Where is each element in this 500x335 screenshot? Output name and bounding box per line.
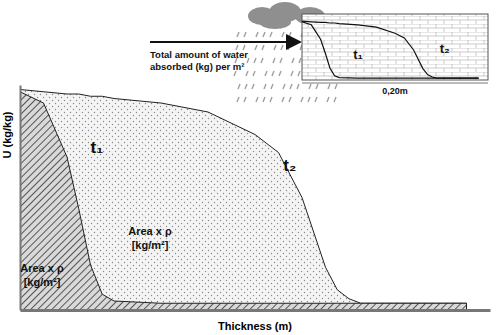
raindrop <box>316 84 318 89</box>
raindrop <box>282 97 284 102</box>
raindrop <box>254 58 256 63</box>
raindrop <box>281 45 283 50</box>
area-1 <box>20 92 467 310</box>
raindrop <box>308 97 310 102</box>
inset-caption: Total amount of waterabsorbed (kg) per m… <box>150 49 248 72</box>
inset-width-label: 0,20m <box>382 86 408 96</box>
area-label-line: Area x ρ <box>20 262 64 274</box>
raindrop <box>301 97 303 102</box>
raindrop <box>288 45 290 50</box>
raindrop <box>309 84 311 89</box>
inset-line-1 <box>302 22 479 78</box>
series-label: t₁ <box>91 138 104 157</box>
inset-caption-line: absorbed (kg) per m² <box>150 61 245 72</box>
raindrop <box>292 58 294 63</box>
raindrop <box>283 84 285 89</box>
area-label: Area x ρ [kg/m²] <box>20 262 64 288</box>
raindrop <box>328 84 330 89</box>
raindrop <box>263 32 265 37</box>
raindrop <box>244 32 246 37</box>
x-axis <box>21 310 491 311</box>
inset-plot <box>302 21 479 78</box>
raindrop <box>255 45 257 50</box>
raindrop <box>263 97 265 102</box>
arrow <box>150 41 298 43</box>
raindrop <box>299 58 301 63</box>
raindrop <box>282 32 284 37</box>
inset-width-label-line: 0,20m <box>382 86 408 96</box>
raindrop <box>270 32 272 37</box>
x-axis-title: Thickness (m) <box>218 320 292 332</box>
raindrop <box>238 84 240 89</box>
series-label: t₂ <box>283 156 296 175</box>
raindrop <box>262 45 264 50</box>
cloud-part <box>259 15 291 29</box>
raindrop <box>280 58 282 63</box>
raindrop <box>289 97 291 102</box>
inset-wall <box>302 14 488 80</box>
raindrop <box>245 84 247 89</box>
raindrop <box>253 71 255 76</box>
raindrop <box>272 71 274 76</box>
raindrop <box>335 84 337 89</box>
raindrop <box>237 97 239 102</box>
raindrop <box>256 97 258 102</box>
raindrop <box>264 84 266 89</box>
raindrop <box>261 58 263 63</box>
area-label-line: Area x ρ <box>128 225 172 237</box>
x-axis-line <box>21 309 491 312</box>
area-label-line: [kg/m²] <box>132 239 169 251</box>
raindrop <box>297 84 299 89</box>
inset-dimension <box>302 83 488 84</box>
area-label-line: [kg/m²] <box>24 276 61 288</box>
inset-line-2 <box>302 21 479 78</box>
raindrop <box>237 32 239 37</box>
raindrop <box>291 71 293 76</box>
raindrop <box>279 71 281 76</box>
raindrop <box>270 97 272 102</box>
raindrop <box>298 71 300 76</box>
inset-series-label: t₁ <box>353 47 363 62</box>
raindrop <box>334 97 336 102</box>
raindrop <box>246 71 248 76</box>
chart: Thickness (m) U (kg/kg) t₁ t₂ Area x ρ [kg/m²… <box>0 0 500 335</box>
raindrop <box>289 32 291 37</box>
area-2 <box>20 90 467 311</box>
raindrop <box>315 97 317 102</box>
raindrop <box>271 84 273 89</box>
raindrop <box>252 84 254 89</box>
y-axis-line <box>20 86 22 311</box>
inset-series-label: t₂ <box>440 41 450 56</box>
y-axis <box>20 86 21 311</box>
raindrop <box>244 97 246 102</box>
raindrop <box>290 84 292 89</box>
raindrop <box>256 32 258 37</box>
raindrop <box>274 45 276 50</box>
plot-area <box>20 90 467 311</box>
y-axis-title: U (kg/kg) <box>1 111 13 158</box>
raindrop <box>327 97 329 102</box>
area-label: Area x ρ [kg/m²] <box>128 225 172 251</box>
raindrop <box>273 58 275 63</box>
inset-caption-line: Total amount of water <box>150 49 248 60</box>
raindrop <box>265 71 267 76</box>
